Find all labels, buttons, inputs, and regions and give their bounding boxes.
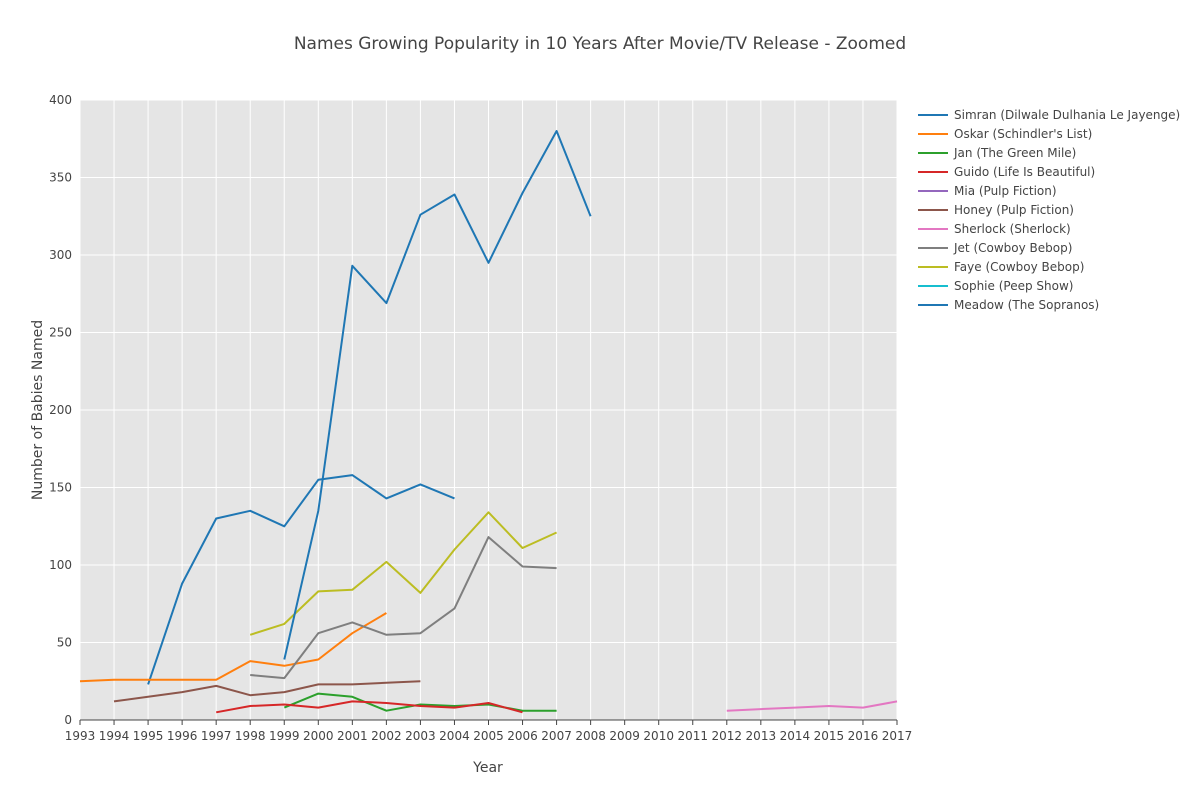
x-tick-label: 1998 (235, 729, 266, 743)
y-tick-label: 0 (64, 713, 72, 727)
x-tick-label: 2005 (473, 729, 504, 743)
chart-title: Names Growing Popularity in 10 Years Aft… (293, 34, 907, 54)
series-line-8 (249, 511, 558, 636)
legend-item[interactable]: Jan (The Green Mile) (918, 146, 1076, 160)
x-tick-label: 2007 (541, 729, 572, 743)
series-line-1 (79, 612, 387, 683)
x-tick-label: 2017 (882, 729, 913, 743)
x-tick-label: 2006 (507, 729, 538, 743)
legend-item[interactable]: Jet (Cowboy Bebop) (918, 241, 1072, 255)
series-line-3 (216, 700, 523, 714)
x-tick-label: 2010 (643, 729, 674, 743)
x-tick-label: 2014 (780, 729, 811, 743)
series-line-10 (283, 130, 592, 660)
x-tick-label: 1993 (65, 729, 96, 743)
x-tick-label: 2009 (609, 729, 640, 743)
y-axis-title: Number of Babies Named (30, 320, 46, 500)
legend-label: Oskar (Schindler's List) (954, 127, 1092, 141)
legend-label: Faye (Cowboy Bebop) (954, 260, 1084, 274)
y-tick-label: 400 (49, 93, 72, 107)
legend-item[interactable]: Meadow (The Sopranos) (918, 298, 1099, 312)
x-tick-label: 1995 (133, 729, 164, 743)
legend-label: Honey (Pulp Fiction) (954, 203, 1074, 217)
series-line-6 (726, 700, 898, 712)
x-tick-label: 2003 (405, 729, 436, 743)
y-tick-label: 350 (49, 171, 72, 185)
x-tick-label: 2016 (848, 729, 879, 743)
legend-item[interactable]: Sherlock (Sherlock) (918, 222, 1071, 236)
x-tick-label: 2002 (371, 729, 402, 743)
legend-label: Jan (The Green Mile) (953, 146, 1076, 160)
x-axis-ticks: 1993 1994 1995 1996 1997 1998 1999 2000 2001 2002… (65, 720, 913, 743)
x-tick-label: 2011 (677, 729, 708, 743)
y-tick-label: 200 (49, 403, 72, 417)
legend-item[interactable]: Mia (Pulp Fiction) (918, 184, 1057, 198)
y-tick-label: 100 (49, 558, 72, 572)
legend[interactable]: Simran (Dilwale Dulhania Le Jayenge) Oska… (918, 108, 1180, 312)
y-tick-label: 50 (57, 636, 72, 650)
legend-item[interactable]: Oskar (Schindler's List) (918, 127, 1092, 141)
legend-label: Meadow (The Sopranos) (954, 298, 1099, 312)
legend-label: Sophie (Peep Show) (954, 279, 1073, 293)
series-line-7 (250, 536, 557, 680)
series-line-5 (113, 680, 421, 703)
x-tick-label: 2015 (814, 729, 845, 743)
series-lines (79, 130, 898, 714)
series-line-0 (147, 474, 455, 685)
x-tick-label: 1997 (201, 729, 232, 743)
legend-item[interactable]: Faye (Cowboy Bebop) (918, 260, 1084, 274)
legend-label: Simran (Dilwale Dulhania Le Jayenge) (954, 108, 1180, 122)
legend-item[interactable]: Sophie (Peep Show) (918, 279, 1073, 293)
legend-label: Guido (Life Is Beautiful) (954, 165, 1095, 179)
x-tick-label: 2013 (746, 729, 777, 743)
x-axis-title: Year (472, 760, 503, 776)
legend-item[interactable]: Honey (Pulp Fiction) (918, 203, 1074, 217)
y-tick-label: 150 (49, 481, 72, 495)
x-tick-label: 2000 (303, 729, 334, 743)
x-tick-label: 1994 (99, 729, 130, 743)
y-axis-ticks: 0 50 100 150 200 250 300 350 400 (49, 93, 72, 727)
x-tick-label: 1996 (167, 729, 198, 743)
x-tick-label: 2012 (712, 729, 743, 743)
grid-lines (79, 99, 898, 720)
x-tick-label: 2004 (439, 729, 470, 743)
legend-item[interactable]: Simran (Dilwale Dulhania Le Jayenge) (918, 108, 1180, 122)
x-tick-label: 2001 (337, 729, 368, 743)
y-tick-label: 250 (49, 326, 72, 340)
x-tick-label: 2008 (575, 729, 606, 743)
legend-label: Sherlock (Sherlock) (954, 222, 1071, 236)
x-tick-label: 1999 (269, 729, 300, 743)
legend-label: Mia (Pulp Fiction) (954, 184, 1057, 198)
legend-item[interactable]: Guido (Life Is Beautiful) (918, 165, 1095, 179)
legend-label: Jet (Cowboy Bebop) (953, 241, 1072, 255)
y-tick-label: 300 (49, 248, 72, 262)
